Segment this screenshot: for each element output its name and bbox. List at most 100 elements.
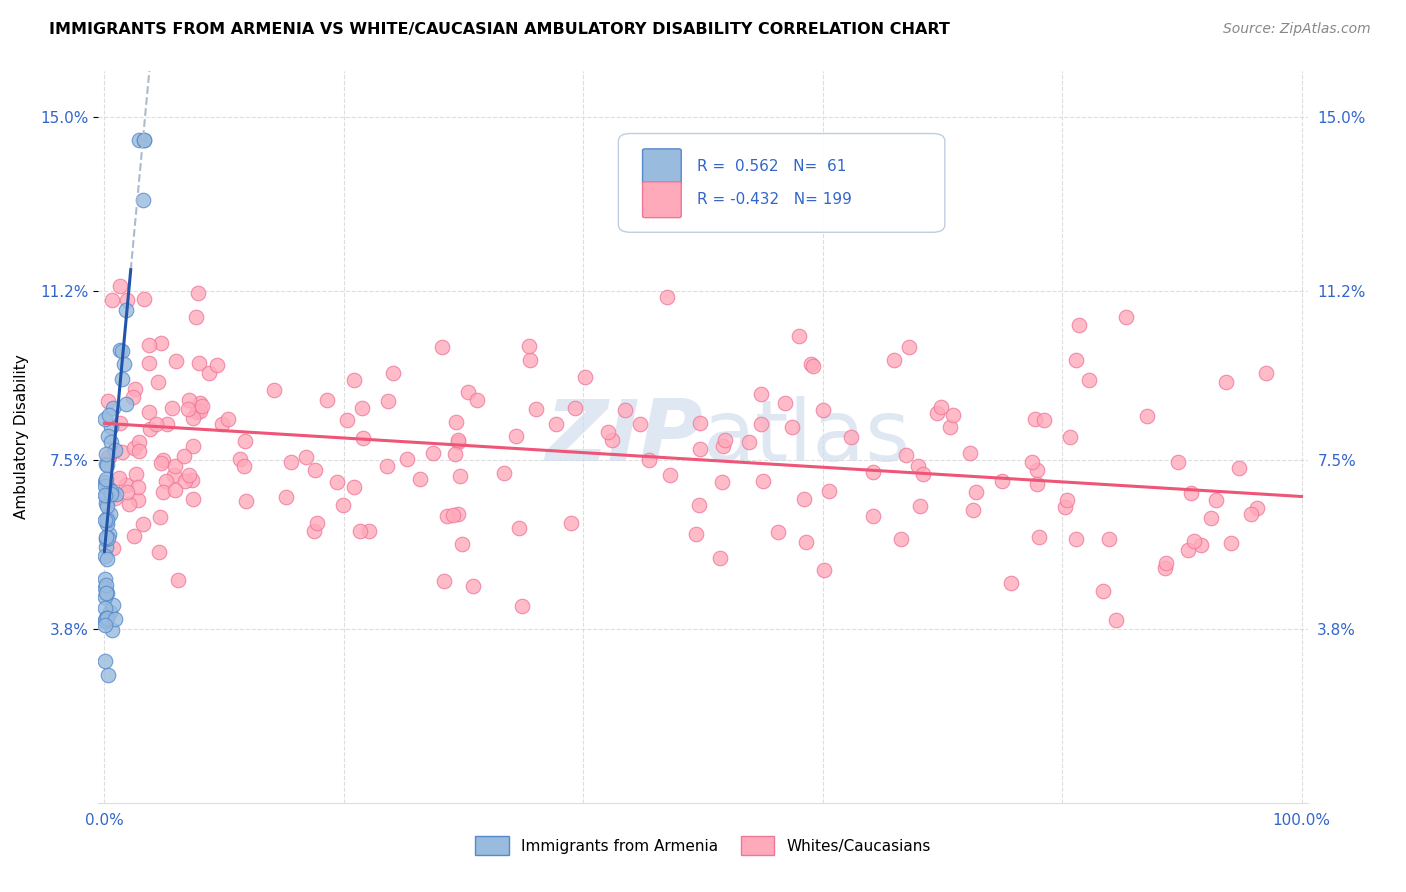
Point (307, 516, 329, 530)
Point (134, 292, 156, 306)
Point (132, 194, 155, 208)
Point (233, 434, 256, 449)
Point (101, 598, 124, 612)
Point (104, 491, 127, 505)
Point (280, 455, 302, 469)
Point (1182, 533, 1205, 548)
Point (465, 392, 488, 407)
Point (134, 133, 156, 147)
Point (229, 451, 252, 466)
Point (138, 338, 160, 352)
Point (689, 442, 711, 456)
Point (1000, 576, 1022, 591)
Point (263, 383, 285, 397)
Point (108, 471, 131, 485)
Point (508, 520, 530, 534)
Point (517, 339, 540, 353)
Point (382, 366, 405, 380)
Point (449, 469, 471, 483)
FancyBboxPatch shape (619, 134, 945, 232)
Point (596, 425, 619, 440)
Point (336, 413, 359, 427)
Point (94, 618, 117, 632)
Point (1025, 476, 1047, 491)
Point (96, 517, 118, 532)
Point (794, 534, 817, 549)
Point (709, 551, 731, 566)
Point (181, 439, 204, 453)
Point (94, 513, 117, 527)
Point (188, 396, 211, 410)
Point (211, 417, 233, 431)
Text: IMMIGRANTS FROM ARMENIA VS WHITE/CAUCASIAN AMBULATORY DISABILITY CORRELATION CHA: IMMIGRANTS FROM ARMENIA VS WHITE/CAUCASI… (49, 22, 950, 37)
Point (188, 404, 211, 418)
Point (1028, 530, 1050, 544)
Point (94, 533, 117, 547)
Point (149, 335, 172, 350)
Point (505, 429, 527, 443)
Point (602, 433, 624, 447)
Point (628, 417, 651, 431)
Point (179, 468, 201, 483)
Point (811, 403, 834, 417)
Point (93, 475, 115, 489)
Point (959, 446, 981, 460)
Point (447, 507, 470, 521)
Point (436, 508, 458, 523)
Point (326, 475, 349, 490)
Point (146, 375, 169, 389)
Point (187, 285, 209, 300)
Point (165, 354, 187, 368)
Point (160, 401, 183, 415)
Point (898, 340, 921, 354)
Point (818, 484, 841, 499)
Point (198, 366, 221, 380)
Point (162, 468, 184, 483)
Point (98, 408, 121, 422)
Point (357, 524, 380, 538)
Point (96, 496, 118, 510)
Point (110, 344, 132, 359)
Point (911, 467, 934, 481)
Point (134, 133, 156, 147)
Point (180, 473, 202, 487)
Point (173, 449, 195, 463)
Point (613, 402, 636, 417)
Point (1059, 430, 1081, 444)
Point (1091, 583, 1114, 598)
Point (121, 390, 143, 404)
Point (942, 408, 965, 422)
Point (737, 434, 759, 449)
Point (1254, 367, 1277, 381)
Point (100, 486, 122, 500)
Point (114, 397, 136, 411)
Point (127, 480, 149, 494)
Point (112, 358, 135, 372)
Point (302, 524, 325, 538)
Point (97, 394, 120, 409)
Point (148, 545, 170, 559)
Point (96, 611, 118, 625)
Point (350, 401, 373, 415)
Point (115, 484, 138, 499)
Point (100, 434, 122, 449)
Point (839, 430, 862, 444)
Point (167, 574, 190, 588)
Point (104, 442, 127, 457)
Point (205, 358, 228, 372)
Point (433, 574, 456, 588)
Point (101, 541, 124, 556)
Point (128, 444, 150, 458)
Point (1205, 492, 1227, 507)
Point (96, 499, 118, 513)
Point (93, 411, 115, 425)
Point (1098, 532, 1121, 546)
Point (150, 456, 173, 470)
Point (138, 356, 160, 370)
Point (1227, 460, 1250, 475)
Point (908, 499, 931, 513)
Point (138, 405, 160, 419)
Point (315, 392, 337, 407)
Point (1154, 561, 1177, 575)
Point (813, 563, 835, 577)
